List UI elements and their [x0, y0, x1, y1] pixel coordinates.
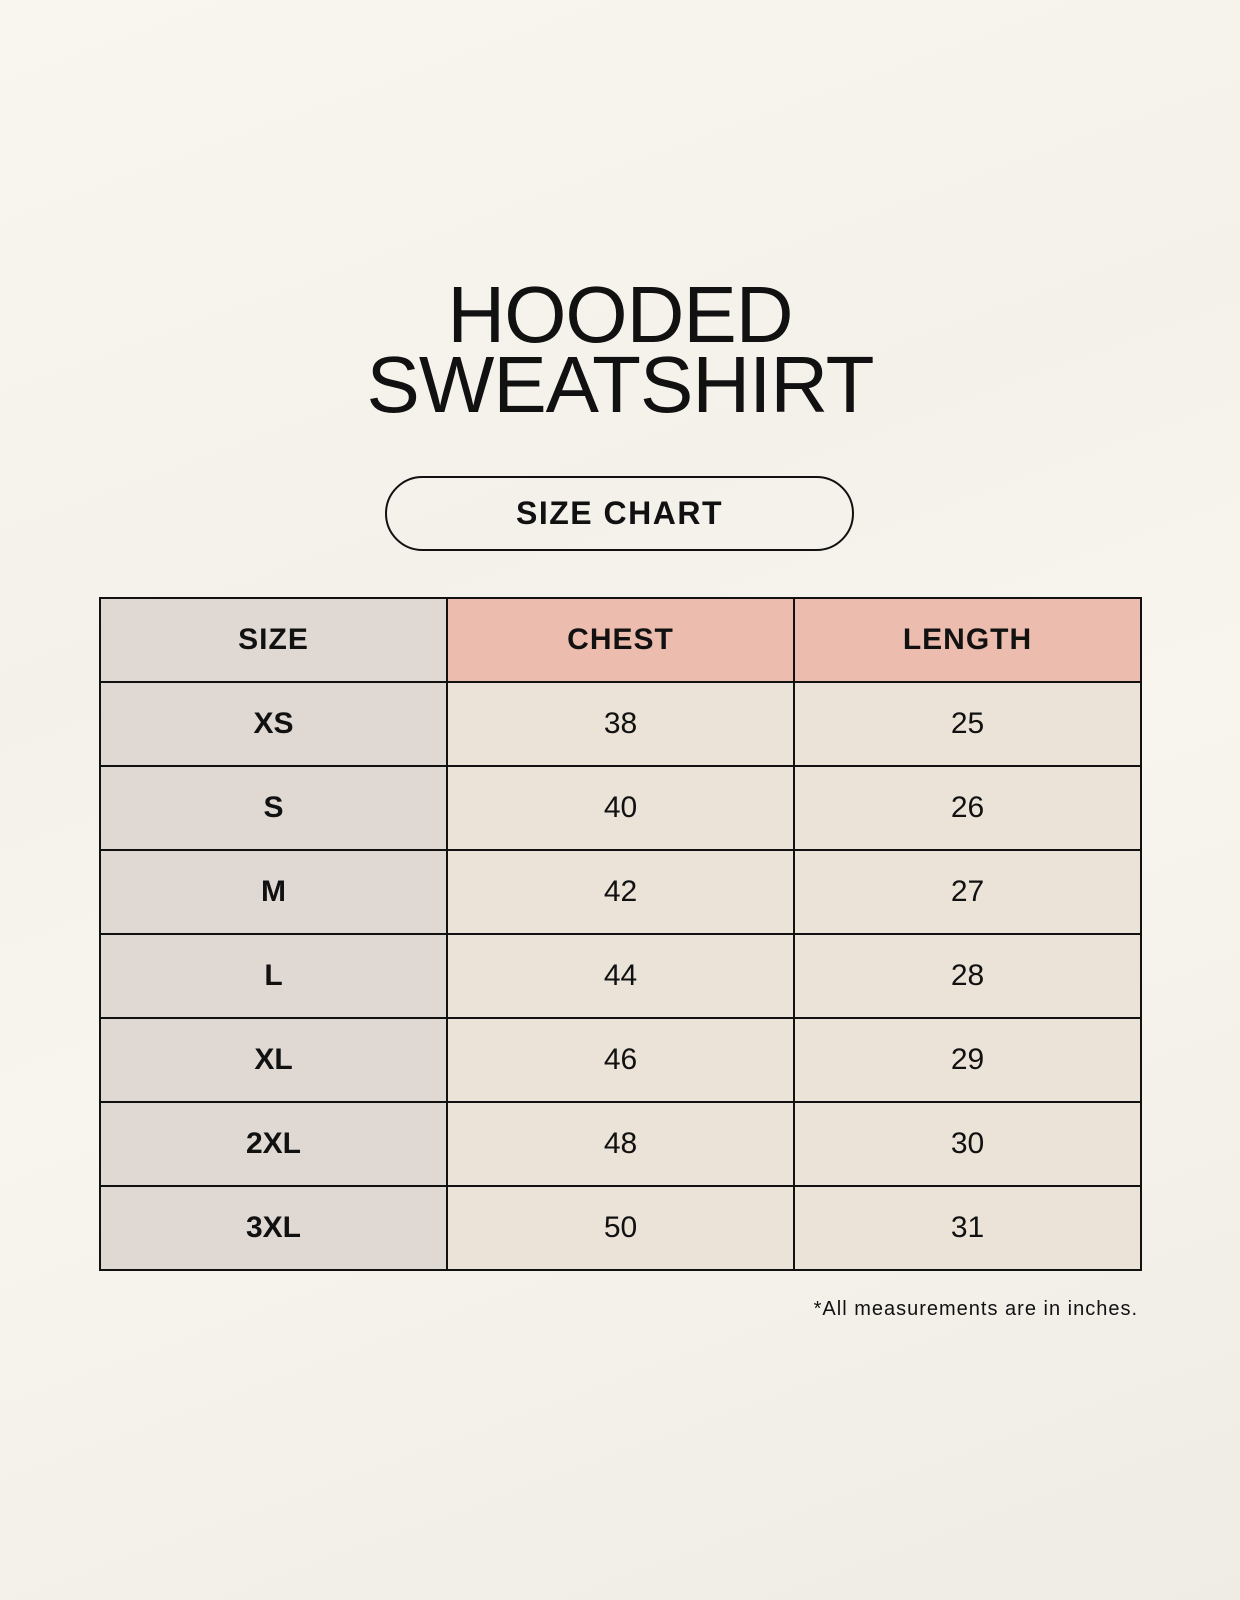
table-row: XL 46 29 [99, 1017, 1142, 1103]
cell-length: 27 [793, 849, 1142, 935]
cell-chest: 44 [446, 933, 795, 1019]
cell-size: S [99, 765, 448, 851]
cell-chest: 46 [446, 1017, 795, 1103]
header-chest: CHEST [446, 597, 795, 683]
header-size: SIZE [99, 597, 448, 683]
cell-size: 2XL [99, 1101, 448, 1187]
cell-size: 3XL [99, 1185, 448, 1271]
cell-size: L [99, 933, 448, 1019]
header-length: LENGTH [793, 597, 1142, 683]
table-row: S 40 26 [99, 765, 1142, 851]
table-row: XS 38 25 [99, 681, 1142, 767]
footnote: *All measurements are in inches. [813, 1298, 1138, 1320]
size-chart-badge: SIZE CHART [385, 476, 854, 551]
cell-length: 26 [793, 765, 1142, 851]
title-line-2: SWEATSHIRT [366, 340, 874, 429]
table-row: 3XL 50 31 [99, 1185, 1142, 1271]
size-table: SIZE CHEST LENGTH XS 38 25 S 40 26 M 42 27 L 44 28 X… [99, 597, 1142, 1271]
table-row: L 44 28 [99, 933, 1142, 1019]
page-title: HOODED SWEATSHIRT [0, 270, 1240, 429]
cell-length: 25 [793, 681, 1142, 767]
title-line-1: HOODED [447, 270, 793, 359]
table-row: M 42 27 [99, 849, 1142, 935]
cell-chest: 48 [446, 1101, 795, 1187]
cell-chest: 40 [446, 765, 795, 851]
table-header-row: SIZE CHEST LENGTH [99, 597, 1142, 683]
cell-chest: 38 [446, 681, 795, 767]
cell-size: XS [99, 681, 448, 767]
cell-chest: 42 [446, 849, 795, 935]
cell-chest: 50 [446, 1185, 795, 1271]
cell-size: M [99, 849, 448, 935]
cell-size: XL [99, 1017, 448, 1103]
table-row: 2XL 48 30 [99, 1101, 1142, 1187]
cell-length: 30 [793, 1101, 1142, 1187]
cell-length: 29 [793, 1017, 1142, 1103]
cell-length: 28 [793, 933, 1142, 1019]
cell-length: 31 [793, 1185, 1142, 1271]
